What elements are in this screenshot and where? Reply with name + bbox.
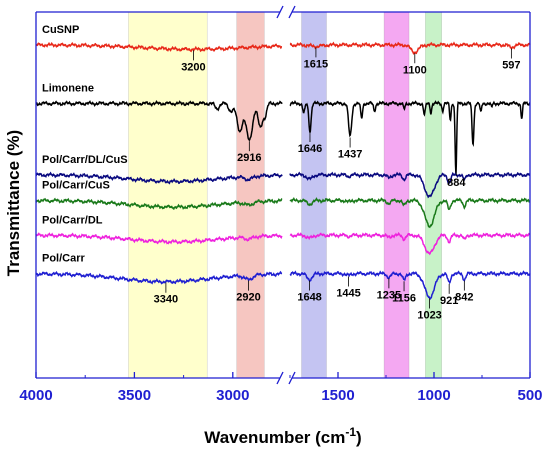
series-label-pol-carr-cus: Pol/Carr/CuS: [42, 179, 110, 191]
annotation-1100: 1100: [403, 64, 427, 76]
annotation-1437: 1437: [338, 148, 362, 160]
series-labels: CuSNP Limonene Pol/Carr/DL/CuS Pol/Carr/CuS…: [42, 24, 128, 265]
x-tick-label-1500: 1500: [321, 387, 354, 404]
x-axis-title-sup: -1: [345, 425, 356, 439]
x-axis-ticks: 4000 3500 3000 1500 1000 500: [19, 372, 543, 404]
x-tick-label-3000: 3000: [216, 387, 249, 404]
plot-frame: [35, 5, 531, 385]
highlight-band-3: [383, 11, 410, 379]
series-line-limonene-0: [35, 100, 283, 142]
x-tick-label-4000: 4000: [19, 387, 52, 404]
annotation-3340: 3340: [154, 294, 178, 306]
series-line-pol-carr-cus-1: [289, 196, 531, 229]
annotation-2916: 2916: [237, 152, 261, 164]
annotation-2920: 2920: [236, 292, 260, 304]
series-line-pol-carr-dl-1: [289, 231, 531, 256]
highlight-band-0: [128, 11, 208, 379]
annotation-1648: 1648: [297, 292, 321, 304]
highlight-band-1: [236, 11, 265, 379]
series-line-cusnp-0: [35, 41, 283, 53]
annotation-842: 842: [455, 292, 473, 304]
annotation-1156: 1156: [392, 292, 416, 304]
x-axis-title-main: Wavenumber (cm: [204, 428, 345, 447]
y-axis-title: Transmittance (%): [4, 130, 23, 276]
series-line-cusnp-1: [289, 41, 531, 55]
series-line-pol-carr-0: [35, 270, 283, 285]
axis-break-mark-a1: [276, 371, 284, 385]
annotation-1445: 1445: [336, 288, 360, 300]
series-line-limonene-1: [289, 100, 531, 174]
series-line-pol-carr-cus-0: [35, 197, 283, 210]
series-line-pol-carr-dl-cus-1: [289, 171, 531, 199]
series-label-pol-carr-dl: Pol/Carr/DL: [42, 214, 103, 226]
axis-break-mark-b1: [288, 371, 296, 385]
x-axis-title-close: ): [356, 428, 362, 447]
annotation-921: 921: [440, 295, 458, 307]
series-label-pol-carr-dl-cus: Pol/Carr/DL/CuS: [42, 154, 128, 166]
annotation-1235: 1235: [377, 289, 401, 301]
annotation-3200: 3200: [181, 61, 205, 73]
axis-break-mark-b0: [288, 5, 296, 19]
annotation-1646: 1646: [298, 143, 322, 155]
x-axis-title: Wavenumber (cm-1): [204, 425, 361, 447]
series-line-pol-carr-1: [289, 270, 531, 301]
annotation-884: 884: [447, 177, 466, 189]
series-label-cusnp: CuSNP: [42, 24, 79, 36]
spectra-series: [35, 41, 531, 301]
annotation-597: 597: [502, 60, 520, 72]
series-line-pol-carr-dl-cus-0: [35, 171, 283, 185]
series-label-pol-carr: Pol/Carr: [42, 253, 86, 265]
x-tick-label-1000: 1000: [417, 387, 450, 404]
annotation-1023: 1023: [417, 309, 441, 321]
series-line-pol-carr-dl-0: [35, 232, 283, 245]
x-tick-label-3500: 3500: [118, 387, 151, 404]
axis-break-mark-a0: [276, 5, 284, 19]
x-tick-label-500: 500: [517, 387, 542, 404]
peak-annotations: 3200 1615 1100 597 2916 1646 1437 884 3340 2920 16…: [154, 47, 521, 321]
series-label-limonene: Limonene: [42, 83, 94, 95]
annotation-1615: 1615: [304, 58, 328, 70]
